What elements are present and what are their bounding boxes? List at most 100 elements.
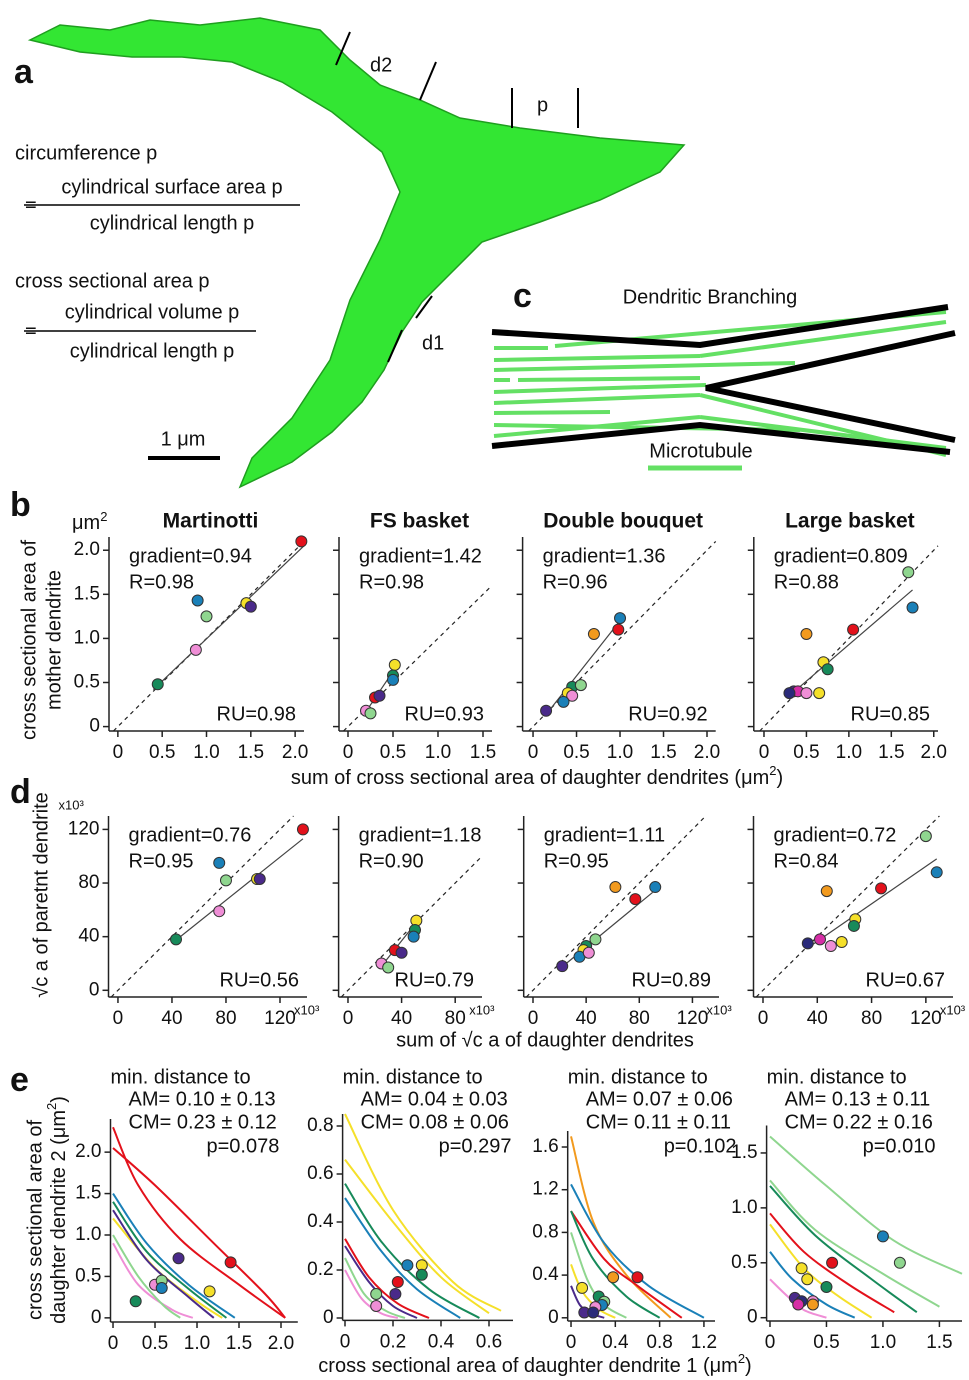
panel-label: a (14, 53, 34, 91)
data-point (847, 623, 860, 636)
data-point (296, 823, 309, 836)
x-axis-label-exp: 2 (738, 1351, 745, 1366)
x-tick-label: 1.2 (691, 1332, 717, 1353)
x-tick-label: 120 (264, 1008, 296, 1029)
data-point (407, 930, 420, 943)
annotation: gradient=0.809 (774, 545, 908, 567)
y-tick-label: 0 (91, 1307, 102, 1328)
y-tick-label: 0.5 (74, 672, 100, 693)
x-multiplier: x10³ (469, 1002, 495, 1017)
y-tick-label: 0.5 (75, 1265, 101, 1286)
data-point (203, 1285, 216, 1298)
x-tick-label: 0 (758, 1008, 769, 1029)
data-point (200, 610, 213, 623)
y-tick-label: 1.5 (74, 583, 100, 604)
annotation: min. distance to (767, 1066, 907, 1088)
data-point (219, 874, 232, 887)
identity-line (759, 545, 939, 732)
x-tick-label: 0.5 (813, 1332, 839, 1353)
data-point (875, 882, 888, 895)
iso-curve (344, 1197, 461, 1319)
branching-diagram (491, 304, 956, 471)
annotation: RU=0.56 (220, 969, 300, 991)
data-point (792, 1298, 805, 1311)
data-point (902, 566, 915, 579)
x-tick-label: 1.5 (226, 1333, 252, 1354)
y-tick-label: 0.8 (532, 1221, 558, 1242)
iso-curve (112, 1193, 236, 1319)
data-point (382, 961, 395, 974)
iso-curve (570, 1183, 705, 1319)
data-point (607, 1271, 620, 1284)
annotation: min. distance to (343, 1066, 483, 1088)
annotation: gradient=1.18 (359, 824, 482, 846)
annotation: R=0.96 (543, 571, 608, 593)
annotation: AM= 0.13 ± 0.11 (785, 1088, 931, 1110)
x-tick-label: 0.4 (428, 1331, 455, 1352)
formula-text: = (25, 194, 37, 216)
y-axis-label: √c a of paretnt dendrite (30, 792, 52, 998)
annotation: R=0.98 (129, 571, 194, 593)
annotation: CM= 0.23 ± 0.12 (129, 1111, 277, 1133)
y-tick-label: 1.5 (75, 1183, 101, 1204)
annotation: min. distance to (568, 1066, 708, 1088)
panel-label: b (10, 486, 31, 524)
y-tick-label: 1.0 (74, 627, 100, 648)
x-axis-label: sum of cross sectional area of daughter … (291, 767, 769, 789)
x-tick-label: 80 (445, 1008, 466, 1029)
x-tick-label: 1.0 (870, 1332, 896, 1353)
x-axis-label: cross sectional area of daughter dendrit… (318, 1351, 751, 1377)
data-point (813, 687, 826, 700)
iso-curve (769, 1251, 856, 1319)
x-tick-label: 0.5 (149, 742, 175, 763)
data-point (614, 612, 627, 625)
annotation: R=0.84 (774, 850, 839, 872)
annotation: gradient=0.76 (129, 824, 252, 846)
x-axis-label: sum of cross sectional area of daughter … (291, 763, 783, 789)
x-tick-label: 1.5 (650, 742, 676, 763)
data-point (649, 881, 662, 894)
annotation: RU=0.98 (217, 703, 297, 725)
measure-label: d2 (370, 54, 392, 76)
data-point (189, 643, 202, 656)
annotation: gradient=1.11 (544, 824, 665, 846)
data-point (295, 535, 308, 548)
y-tick-label: 1.5 (731, 1142, 757, 1163)
data-point (253, 873, 266, 886)
panel-label: d (10, 773, 31, 811)
y-tick-label: 0.8 (307, 1115, 333, 1136)
data-point (609, 881, 622, 894)
y-axis-label: daughter dendrite 2 (μm2) (44, 1096, 70, 1324)
formula-text: cylindrical length p (90, 212, 255, 234)
formula-text: cylindrical surface area p (61, 176, 282, 198)
y-tick-label: 0.6 (307, 1163, 333, 1184)
y-tick-label: 1.0 (75, 1224, 101, 1245)
x-axis-label: ) (745, 1355, 752, 1377)
data-point (401, 1259, 414, 1272)
y-tick-label: 80 (78, 872, 99, 893)
annotation: gradient=0.72 (774, 824, 897, 846)
iso-curve (344, 1183, 480, 1319)
x-tick-label: 120 (677, 1008, 709, 1029)
data-point (213, 856, 226, 869)
annotation: p=0.078 (207, 1135, 280, 1157)
data-point (801, 937, 814, 950)
formula-text: circumference p (15, 142, 157, 164)
data-point (821, 663, 834, 676)
data-point (391, 1276, 404, 1288)
x-axis-label: ) (776, 767, 783, 789)
y-tick-label: 0 (89, 716, 100, 737)
fit-line (789, 589, 913, 697)
x-tick-label: 40 (391, 1008, 412, 1029)
formula-text: cylindrical length p (70, 340, 235, 362)
annotation: min. distance to (111, 1066, 251, 1088)
x-tick-label: 40 (161, 1008, 182, 1029)
annotation: R=0.98 (359, 571, 424, 593)
y-unit: μm (72, 512, 100, 534)
fit-line (171, 838, 304, 944)
x-tick-label: 1.0 (184, 1333, 210, 1354)
iso-curve (769, 1179, 940, 1308)
y-tick-label: 1.2 (532, 1179, 558, 1200)
annotation: p=0.102 (664, 1135, 737, 1157)
annotation: gradient=1.42 (359, 545, 482, 567)
